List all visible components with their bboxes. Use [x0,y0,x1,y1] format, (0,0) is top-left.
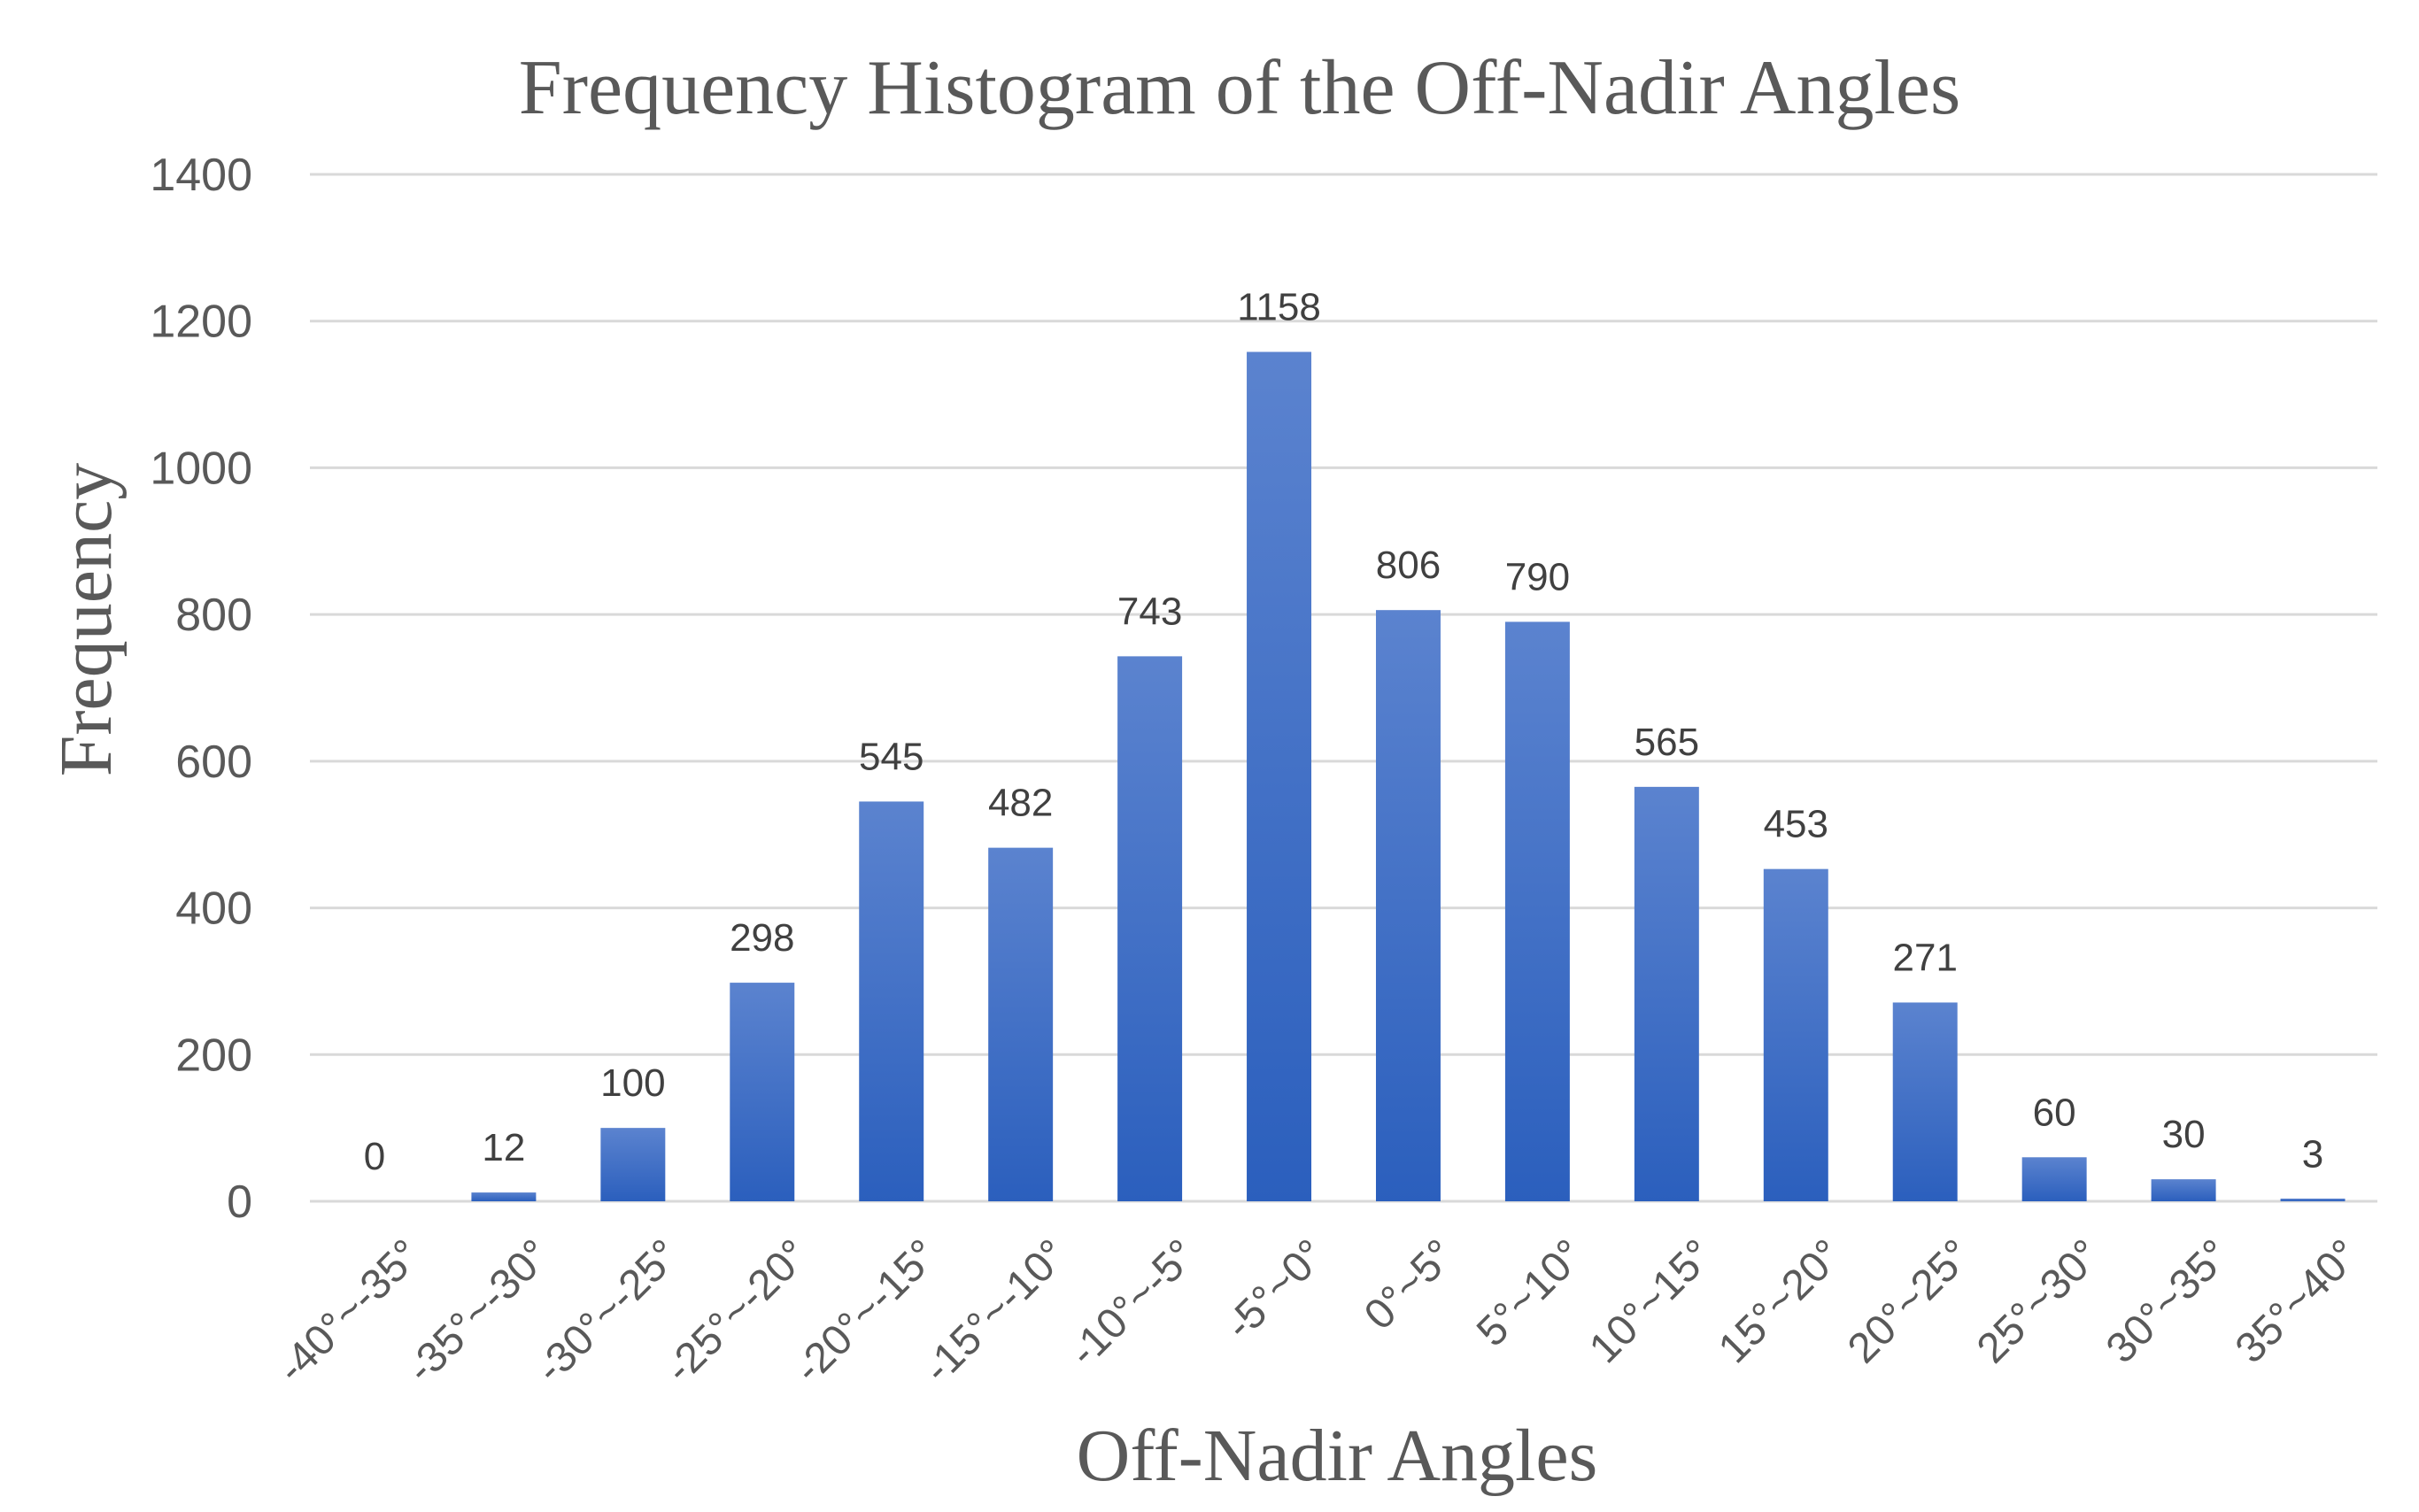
y-tick-label: 600 [175,737,252,788]
x-tick-label: 5°~10° [1468,1230,1593,1355]
y-tick-label: 400 [175,883,252,935]
bar-6 [1117,656,1183,1201]
bar-4 [859,801,924,1201]
bar-11 [1763,868,1828,1201]
y-tick-label: 200 [175,1030,252,1081]
x-tick-label: 25°~30° [1968,1230,2110,1372]
data-label: 298 [730,916,794,960]
data-label: 1158 [1237,286,1321,329]
y-tick-label: 1000 [150,443,252,494]
data-label: 100 [600,1061,665,1105]
x-tick-label: 30°~35° [2098,1230,2239,1372]
data-label: 3 [2302,1133,2323,1176]
y-tick-label: 800 [175,590,252,641]
x-tick-label: 15°~20° [1710,1230,1851,1372]
x-tick-label: 35°~40° [2227,1230,2369,1372]
y-tick-label: 1400 [150,150,252,201]
x-tick-label: 20°~25° [1839,1230,1981,1372]
data-label: 30 [2162,1113,2206,1156]
bar-8 [1375,610,1441,1201]
x-tick-label: -10°~-5° [1061,1230,1206,1376]
data-label: 482 [988,782,1053,825]
data-labels: 0 12 100 298 545 482 743 1158 806 790 565 453 271 60 3… [364,286,2324,1178]
bar-7 [1247,351,1312,1201]
x-tick-label: 0°~5° [1356,1230,1464,1338]
bar-9 [1504,621,1570,1201]
bar-13 [2021,1157,2087,1201]
data-label: 0 [364,1135,385,1178]
bar-1 [471,1192,537,1201]
bar-12 [1892,1002,1958,1201]
bar-15 [2280,1199,2346,1201]
x-tick-label: -15°~-10° [915,1230,1077,1392]
data-label: 12 [482,1126,525,1169]
x-tick-label: -5°~0° [1217,1230,1334,1348]
x-axis-ticks: -40°~-35°-35°~-30°-30°~-25°-25°~-20°-20°… [268,1230,2369,1392]
data-label: 271 [1893,936,1958,979]
x-tick-label: 10°~15° [1580,1230,1722,1372]
data-label: 806 [1376,544,1441,587]
data-label: 453 [1764,803,1828,846]
y-axis-title: Frequency [45,463,128,777]
data-label: 565 [1635,721,1699,764]
data-label: 60 [2033,1091,2076,1134]
data-label: 790 [1505,555,1570,598]
bar-10 [1634,786,1699,1201]
data-label: 545 [859,735,924,778]
x-axis-title: Off-Nadir Angles [1077,1415,1598,1497]
y-tick-label: 1200 [150,297,252,348]
gridlines [310,173,2377,1203]
bar-3 [730,983,795,1201]
bar-2 [600,1128,666,1201]
bar-5 [988,847,1054,1201]
chart-title: Frequency Histogram of the Off-Nadir Ang… [519,45,1960,131]
bar-14 [2151,1179,2216,1201]
bars [471,351,2346,1201]
data-label: 743 [1117,590,1182,633]
y-tick-label: 0 [227,1176,252,1228]
y-axis-ticks: 0 200 400 600 800 1000 1200 1400 [150,150,252,1228]
